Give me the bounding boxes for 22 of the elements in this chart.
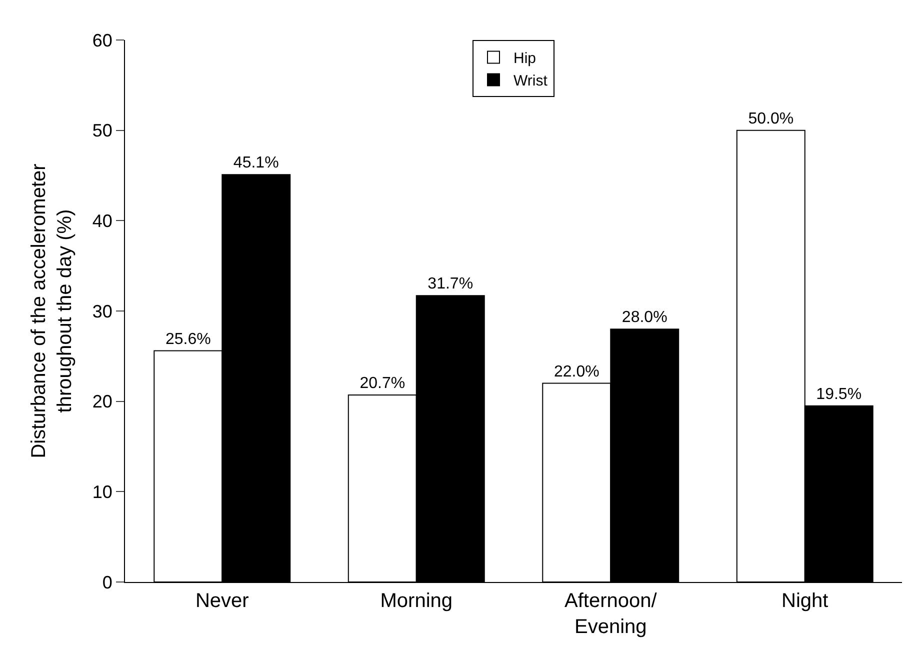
x-tick-label: Morning: [380, 590, 453, 612]
y-tick-label: 20: [92, 392, 112, 412]
data-label: 50.0%: [748, 110, 794, 128]
legend-label: Hip: [514, 50, 536, 68]
data-label: 45.1%: [233, 154, 279, 172]
data-label: 28.0%: [622, 309, 668, 326]
y-tick-label: 60: [92, 30, 112, 50]
x-tick-label: Night: [782, 590, 829, 612]
data-label: 22.0%: [554, 363, 600, 380]
y-tick-label: 50: [92, 120, 112, 141]
y-axis-title: Disturbance of the accelerometer throughout the day (%): [28, 163, 76, 458]
data-label: 19.5%: [816, 386, 862, 403]
data-label: 25.6%: [165, 330, 211, 348]
y-tick-label: 40: [92, 210, 112, 231]
legend-label: Wrist: [514, 72, 548, 90]
x-tick-label: Never: [195, 590, 250, 612]
data-label: 31.7%: [428, 276, 474, 293]
y-tick-label: 0: [102, 572, 112, 592]
data-label: 20.7%: [360, 375, 406, 392]
y-tick-label: 30: [92, 301, 112, 322]
y-tick-label: 10: [92, 482, 112, 502]
x-tick-label: Afternoon/ Evening: [564, 590, 658, 638]
